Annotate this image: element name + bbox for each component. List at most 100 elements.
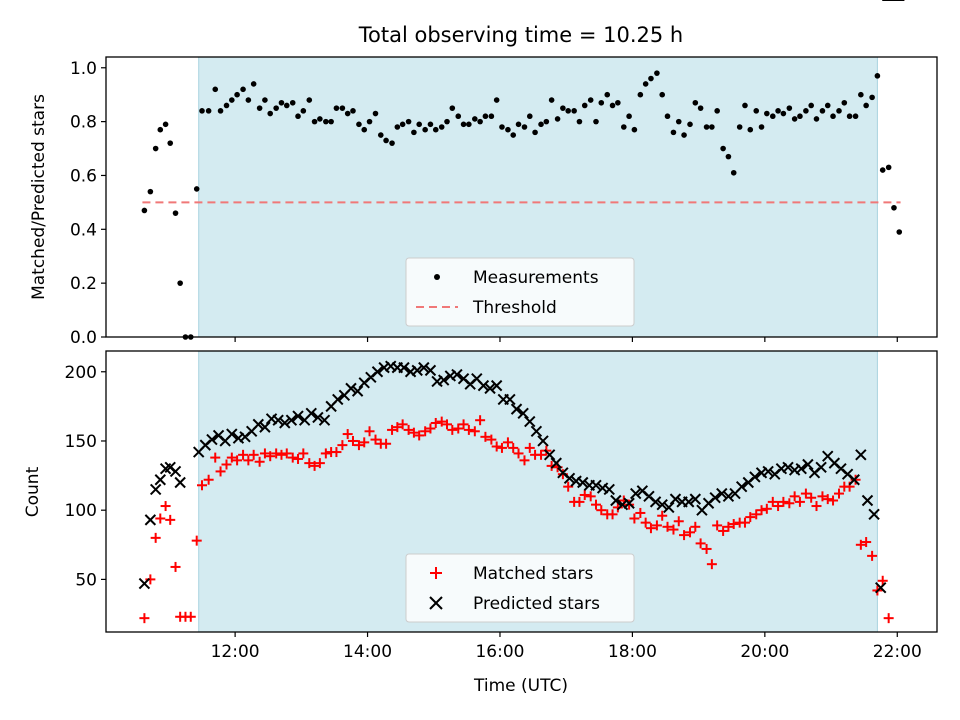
predicted-star-point xyxy=(689,493,702,505)
matched-star-point xyxy=(370,434,381,445)
predicted-star-point xyxy=(371,366,384,378)
matched-stars-series xyxy=(139,0,905,624)
x-stroke-b xyxy=(437,374,450,386)
x-stroke-b xyxy=(312,411,324,424)
matched-star-point xyxy=(685,527,696,538)
x-stroke-b xyxy=(656,498,668,511)
matched-star-point xyxy=(695,538,706,549)
measurement-point xyxy=(521,124,528,130)
matched-star-point xyxy=(337,440,348,451)
count-legend: Matched stars Predicted stars xyxy=(405,553,635,623)
predicted-star-point xyxy=(169,465,182,478)
predicted-star-point xyxy=(530,425,543,437)
matched-star-point xyxy=(612,502,623,513)
matched-star-point xyxy=(536,449,547,460)
matched-star-point xyxy=(585,491,596,502)
x-stroke-b xyxy=(543,449,556,461)
measurement-point xyxy=(300,108,307,114)
measurement-point xyxy=(642,81,649,87)
x-stroke-b xyxy=(424,364,437,377)
x-stroke-b xyxy=(570,475,582,487)
measurement-point xyxy=(808,102,814,109)
measurement-point xyxy=(753,108,760,114)
x-stroke-b xyxy=(861,494,874,507)
measurement-point xyxy=(803,108,809,114)
matched-star-point xyxy=(834,488,845,499)
measurement-point xyxy=(344,110,351,117)
matched-star-point xyxy=(430,417,441,428)
measurement-point xyxy=(372,110,379,117)
x-axis-label: Time (UTC) xyxy=(473,676,568,696)
measurement-point xyxy=(427,121,434,128)
predicted-star-point xyxy=(305,407,317,419)
x-stroke-b xyxy=(149,483,162,496)
predicted-star-point xyxy=(722,490,735,503)
matched-star-point xyxy=(185,611,196,622)
measurement-point xyxy=(885,164,892,171)
matched-star-point xyxy=(331,447,342,458)
measurement-point xyxy=(543,118,550,125)
measurement-point xyxy=(730,169,737,176)
matched-star-point xyxy=(248,449,259,460)
measurement-point xyxy=(797,113,803,120)
x-stroke-b xyxy=(385,360,397,372)
predicted-star-point xyxy=(144,514,157,526)
measurement-point xyxy=(333,105,340,111)
matched-star-point xyxy=(447,424,458,435)
measurement-point xyxy=(405,118,412,125)
measurement-point xyxy=(283,102,290,109)
measurement-point xyxy=(659,91,666,98)
measurement-point xyxy=(377,132,384,138)
matched-star-point xyxy=(139,613,150,624)
matched-star-point xyxy=(668,524,679,535)
x-stroke-b xyxy=(596,482,609,494)
x-stroke-b xyxy=(590,479,602,491)
matched-star-point xyxy=(706,559,717,570)
x-stroke-b xyxy=(345,382,357,395)
measurement-point xyxy=(482,113,489,120)
measurement-point xyxy=(581,102,588,109)
measurement-point xyxy=(157,126,164,133)
matched-star-point xyxy=(165,514,176,525)
measurement-point xyxy=(692,99,699,106)
matched-star-point xyxy=(486,434,497,445)
measurement-point xyxy=(858,91,864,98)
measurement-point xyxy=(432,126,439,133)
measurement-point xyxy=(538,121,544,128)
measurement-point xyxy=(565,108,571,114)
measurement-point xyxy=(317,116,323,122)
x-stroke-b xyxy=(603,483,615,496)
measurement-point xyxy=(289,99,296,106)
measurement-point xyxy=(278,99,285,106)
measurement-point xyxy=(664,113,671,120)
matched-star-point xyxy=(215,466,226,477)
measurement-point xyxy=(742,102,748,109)
matched-star-point xyxy=(800,488,811,499)
x-stroke-b xyxy=(537,435,549,447)
matched-star-point xyxy=(739,517,750,528)
y-tick-label: 50 xyxy=(75,570,97,590)
x-stroke-b xyxy=(855,449,867,461)
measurement-point xyxy=(725,153,732,160)
predicted-star-point xyxy=(149,483,162,496)
measurement-point xyxy=(141,207,148,214)
x-stroke-b xyxy=(471,372,483,385)
predicted-star-point xyxy=(669,493,682,505)
matched-star-point xyxy=(745,512,756,523)
predicted-star-point xyxy=(868,508,880,521)
matched-star-point xyxy=(342,429,353,440)
measurement-point xyxy=(295,113,301,120)
measurement-point xyxy=(455,113,462,120)
x-tick-label: 12:00 xyxy=(211,642,260,662)
measurement-point xyxy=(758,124,765,130)
measurement-point xyxy=(416,121,422,128)
matched-star-point xyxy=(822,494,833,505)
x-stroke-b xyxy=(285,414,298,426)
matched-star-point xyxy=(867,550,878,561)
measurement-point xyxy=(162,121,169,128)
x-stroke-b xyxy=(663,501,675,514)
measurement-point xyxy=(615,99,621,106)
x-stroke-b xyxy=(411,364,423,377)
ratio-legend: Measurements Threshold xyxy=(405,257,635,327)
